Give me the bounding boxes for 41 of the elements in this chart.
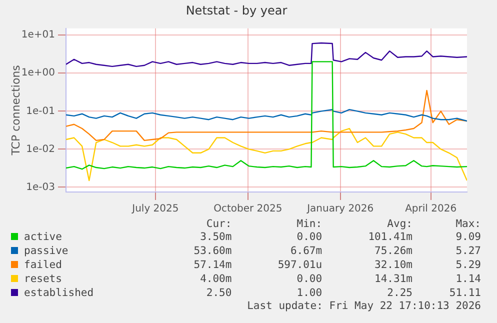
text: 14.31m bbox=[374, 272, 414, 286]
x-tick-label: July 2025 bbox=[131, 204, 179, 215]
x-tick-label: October 2025 bbox=[214, 204, 282, 215]
legend-label: active bbox=[23, 230, 63, 244]
legend-label: resets bbox=[23, 272, 63, 286]
text: 0.00 bbox=[296, 272, 324, 286]
text: 3.50m bbox=[199, 230, 233, 244]
text: Last update: Fri May 22 17:10:13 2026 bbox=[246, 300, 482, 312]
y-tick-label: 1e-01 bbox=[26, 106, 55, 117]
text: 1.00 bbox=[296, 286, 324, 300]
text: 597.01u bbox=[276, 258, 324, 272]
text: 1.14 bbox=[454, 272, 482, 286]
text: 2.50 bbox=[205, 286, 233, 300]
y-tick-label: 1e+00 bbox=[21, 68, 55, 79]
text: 6.67m bbox=[289, 244, 324, 258]
text: 9.09 bbox=[454, 230, 482, 244]
x-tick-label: April 2026 bbox=[405, 204, 457, 215]
legend-label: failed bbox=[23, 258, 63, 272]
x-tick-label: January 2026 bbox=[306, 204, 374, 215]
text: 32.10m bbox=[374, 258, 414, 272]
text: 51.11 bbox=[448, 286, 482, 300]
text: Min: bbox=[296, 218, 324, 230]
text: 5.29 bbox=[454, 258, 482, 272]
text: 53.60m bbox=[192, 244, 233, 258]
text: 5.27 bbox=[454, 244, 482, 258]
text: 0.00 bbox=[296, 230, 324, 244]
legend-label: passive bbox=[23, 244, 70, 258]
text: Max: bbox=[454, 218, 482, 230]
legend-label: established bbox=[23, 286, 95, 300]
y-tick-label: 1e-02 bbox=[26, 144, 55, 155]
y-tick-label: 1e+01 bbox=[21, 30, 55, 41]
text: Cur: bbox=[205, 218, 233, 230]
text: 57.14m bbox=[192, 258, 233, 272]
text: 2.25 bbox=[386, 286, 414, 300]
text: 4.00m bbox=[199, 272, 233, 286]
text: 75.26m bbox=[374, 244, 414, 258]
chart-title: Netstat - by year bbox=[186, 3, 288, 18]
y-axis-title: TCP connections bbox=[9, 64, 22, 156]
y-tick-label: 1e-03 bbox=[26, 182, 55, 193]
text: Avg: bbox=[386, 218, 414, 230]
text: 101.41m bbox=[367, 230, 414, 244]
